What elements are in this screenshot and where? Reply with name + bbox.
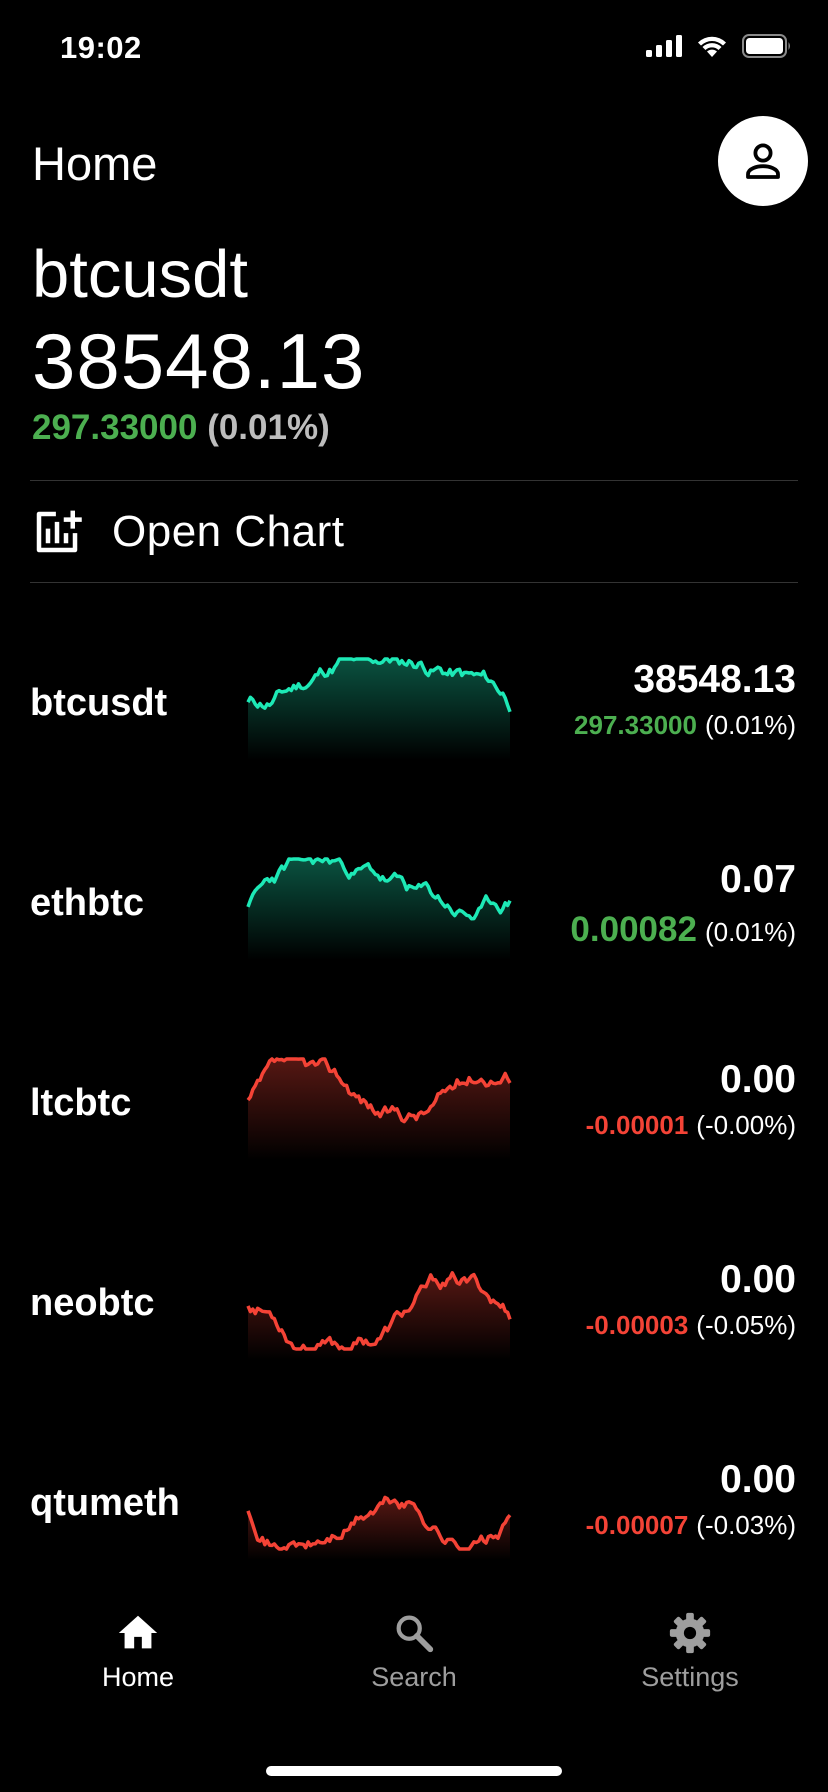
sparkline — [246, 1271, 512, 1360]
tab-label: Settings — [641, 1662, 739, 1692]
ticker-change-amount: 297.33000 — [574, 710, 697, 740]
add-chart-icon — [36, 510, 82, 553]
ticker-price: 38548.13 — [633, 658, 796, 701]
divider — [30, 480, 798, 481]
ticker-change: -0.00003 (-0.05%) — [586, 1310, 796, 1341]
ticker-row-btcusdt[interactable]: btcusdt 38548.13 297.33000 (0.01%) — [0, 606, 828, 806]
hero-change: 297.33000 (0.01%) — [32, 408, 802, 448]
ticker-change-amount: 0.00082 — [570, 910, 697, 949]
sparkline — [246, 857, 512, 960]
person-icon — [746, 143, 780, 179]
tab-bar: Home Search Settings — [0, 1610, 828, 1720]
tab-label: Home — [101, 1662, 175, 1692]
ticker-change-percent: (-0.05%) — [696, 1310, 796, 1340]
sparkline — [246, 1057, 512, 1160]
ticker-change: 0.00082 (0.01%) — [570, 910, 796, 950]
tab-home[interactable]: Home — [0, 1610, 276, 1720]
sparkline-line — [246, 1057, 512, 1124]
ticker-change: -0.00001 (-0.00%) — [586, 1110, 796, 1141]
hero-ticker: btcusdt 38548.13 297.33000 (0.01%) — [32, 236, 802, 448]
tab-label: Search — [371, 1662, 457, 1692]
hero-symbol: btcusdt — [32, 237, 249, 312]
ticker-symbol: ethbtc — [30, 882, 144, 924]
ticker-change-percent: (-0.03%) — [696, 1510, 796, 1540]
ticker-change-amount: -0.00003 — [585, 1310, 689, 1340]
page-title: Home — [32, 137, 158, 190]
ticker-change: -0.00007 (-0.03%) — [586, 1510, 796, 1541]
sparkline-area — [248, 1059, 510, 1160]
ticker-price: 0.00 — [720, 1058, 796, 1101]
ticker-row-ltcbtc[interactable]: ltcbtc 0.00 -0.00001 (-0.00%) — [0, 1006, 828, 1206]
ticker-change: 297.33000 (0.01%) — [574, 710, 796, 741]
sparkline — [246, 1495, 512, 1560]
profile-button[interactable] — [718, 116, 808, 206]
sparkline-area — [248, 859, 510, 960]
cellular-signal-icon — [646, 35, 682, 57]
ticker-symbol: ltcbtc — [30, 1082, 132, 1124]
ticker-change-percent: (0.01%) — [704, 917, 796, 947]
ticker-change-amount: -0.00007 — [585, 1510, 689, 1540]
open-chart-label: Open Chart — [112, 507, 345, 556]
ticker-change-percent: (-0.00%) — [696, 1110, 796, 1140]
header: Home — [32, 112, 808, 216]
tab-search[interactable]: Search — [276, 1610, 552, 1720]
home-indicator — [266, 1766, 562, 1776]
ticker-row-ethbtc[interactable]: ethbtc 0.07 0.00082 (0.01%) — [0, 806, 828, 1006]
divider — [30, 582, 798, 583]
ticker-price: 0.00 — [720, 1258, 796, 1301]
ticker-symbol: qtumeth — [30, 1482, 180, 1524]
ticker-price: 0.07 — [720, 858, 796, 901]
sparkline-line — [246, 657, 512, 713]
ticker-price: 0.00 — [720, 1458, 796, 1501]
gear-icon — [669, 1612, 711, 1654]
ticker-symbol: btcusdt — [30, 682, 168, 724]
tab-settings[interactable]: Settings — [552, 1610, 828, 1720]
ticker-row-neobtc[interactable]: neobtc 0.00 -0.00003 (-0.05%) — [0, 1206, 828, 1406]
wifi-icon — [698, 36, 726, 57]
sparkline — [246, 657, 512, 760]
sparkline-line — [246, 1495, 512, 1551]
search-icon — [396, 1615, 434, 1653]
sparkline-line — [246, 1271, 512, 1351]
sparkline-area — [248, 1272, 510, 1360]
hero-change-amount: 297.33000 — [32, 408, 198, 447]
sparkline-area — [248, 659, 510, 760]
ticker-change-percent: (0.01%) — [704, 710, 796, 740]
home-icon — [118, 1615, 158, 1649]
status-icons — [646, 34, 792, 58]
open-chart-button[interactable]: Open Chart — [30, 482, 798, 582]
ticker-change-amount: -0.00001 — [585, 1110, 689, 1140]
battery-icon — [742, 34, 790, 58]
ticker-row-qtumeth[interactable]: qtumeth 0.00 -0.00007 (-0.03%) — [0, 1406, 828, 1606]
status-time: 19:02 — [60, 30, 142, 65]
ticker-symbol: neobtc — [30, 1282, 155, 1324]
hero-change-percent: (0.01%) — [207, 408, 330, 447]
hero-price: 38548.13 — [32, 317, 366, 405]
sparkline-line — [246, 857, 512, 921]
status-bar: 19:02 — [0, 0, 828, 100]
